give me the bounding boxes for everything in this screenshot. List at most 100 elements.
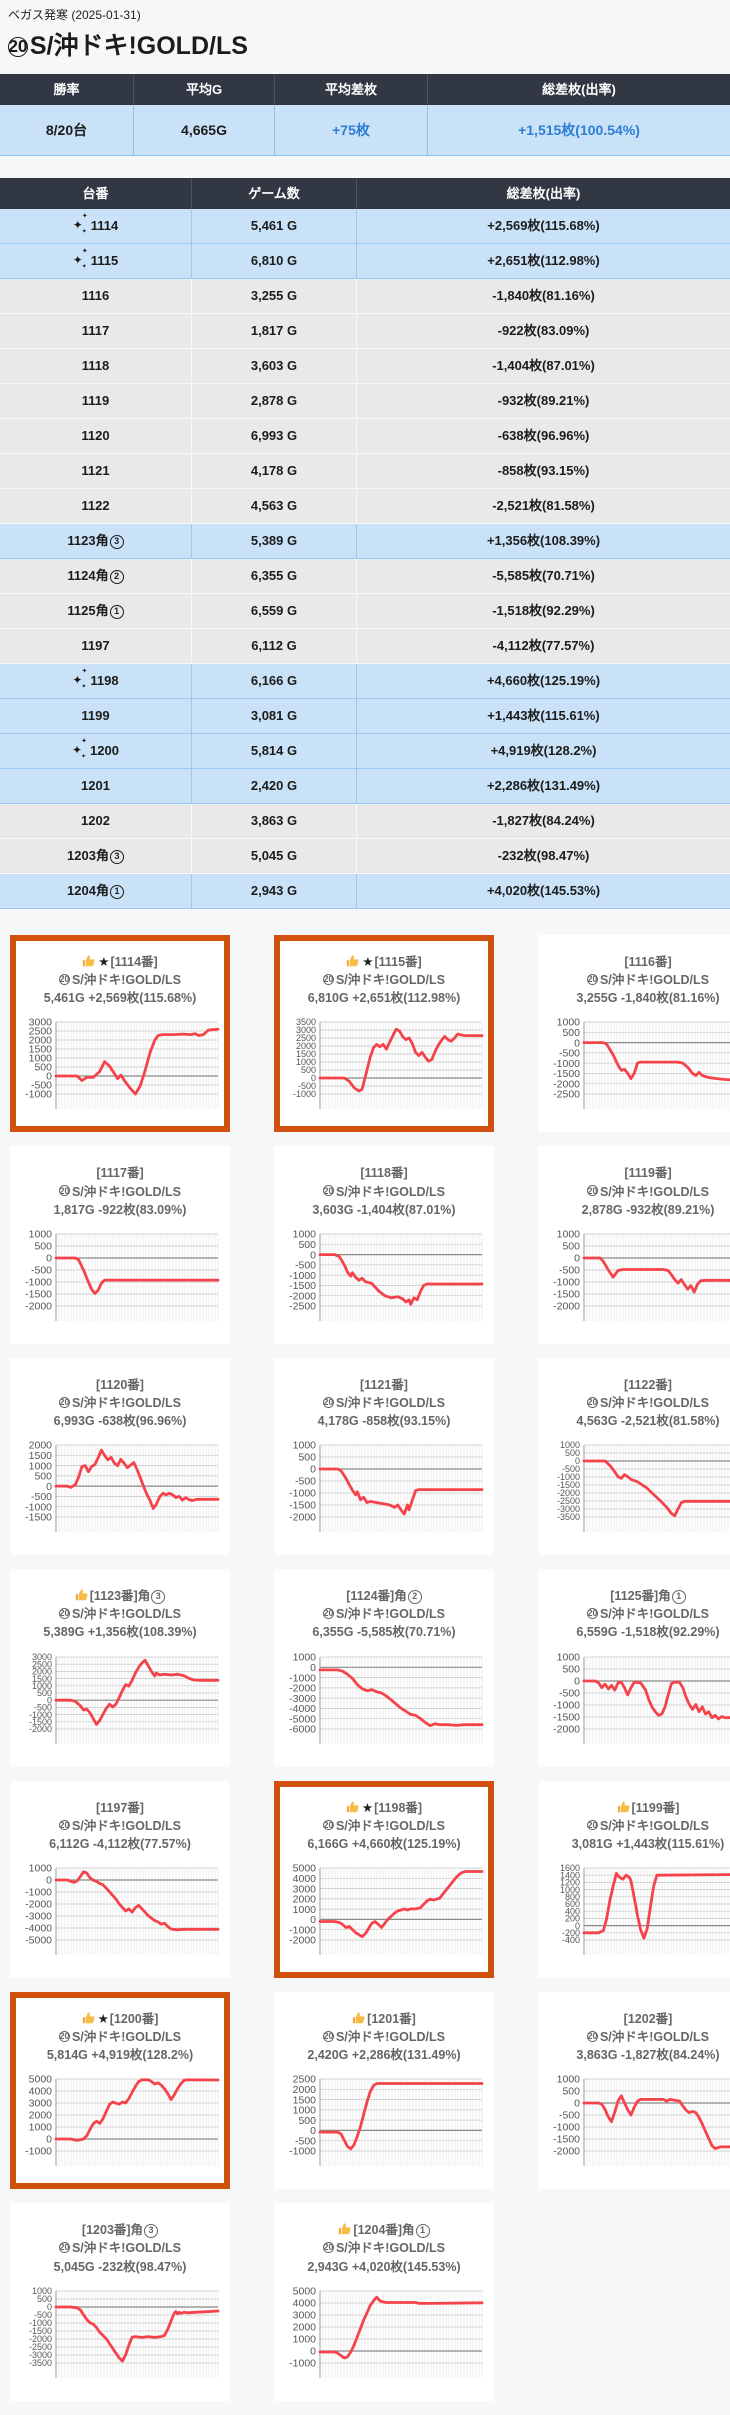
machine-number-cell: ✦ ✦ ✦ 1114 xyxy=(0,209,192,243)
svg-text:1000: 1000 xyxy=(293,1228,317,1240)
machine-chart-card[interactable]: [1116番] 20 S/沖ドキ!GOLD/LS 3,255G -1,840枚(81.… xyxy=(538,935,730,1133)
machine-number-cell: 1116 xyxy=(0,279,192,313)
machine-number-cell: 1203角 3 xyxy=(0,839,192,873)
chart-card-machine-label: [1118番] xyxy=(360,1166,408,1181)
diff-cell: -5,585枚(70.71%) xyxy=(492,568,595,583)
machine-chart-card[interactable]: [1120番] 20 S/沖ドキ!GOLD/LS 6,993G -638枚(96.96… xyxy=(10,1357,230,1556)
svg-text:5000: 5000 xyxy=(293,1863,317,1875)
svg-text:0: 0 xyxy=(310,2125,316,2137)
corner-number-icon: 1 xyxy=(109,604,124,619)
machine-chart-card[interactable]: [1123番]角 3 20 S/沖ドキ!GOLD/LS 5,389G +1,356枚(1… xyxy=(10,1569,230,1767)
machine-chart-card[interactable]: [1119番] 20 S/沖ドキ!GOLD/LS 2,878G -932枚(89.21… xyxy=(538,1146,730,1344)
machine-chart-card[interactable]: [1203番]角 3 20 S/沖ドキ!GOLD/LS 5,045G -232枚(98.… xyxy=(10,2203,230,2401)
machine-chart-card[interactable]: ★[1200番] 20 S/沖ドキ!GOLD/LS 5,814G +4,919枚(12… xyxy=(10,1991,230,2190)
machine-chart-card[interactable]: [1125番]角 1 20 S/沖ドキ!GOLD/LS 6,559G -1,518枚(9… xyxy=(538,1569,730,1767)
machine-slump-graph: 10005000-500-1000-1500-2000-2500-3000-35… xyxy=(29,2286,220,2378)
svg-text:3000: 3000 xyxy=(293,2309,317,2321)
chart-card-machine-label: [1125番]角 1 xyxy=(546,1587,730,1605)
chart-card-machine-label: [1124番]角 2 xyxy=(282,1587,486,1605)
table-row[interactable]: 1117 1,817 G -922枚(83.09%) xyxy=(0,314,730,349)
table-row[interactable]: 1125角 1 6,559 G -1,518枚(92.29%) xyxy=(0,594,730,629)
svg-text:3000: 3000 xyxy=(32,1652,52,1662)
machine-chart-card[interactable]: [1199番] 20 S/沖ドキ!GOLD/LS 3,081G +1,443枚(115… xyxy=(538,1780,730,1978)
star-icon: ★ xyxy=(362,955,374,969)
table-row[interactable]: 1199 3,081 G +1,443枚(115.61%) xyxy=(0,699,730,734)
machine-chart-card[interactable]: [1201番] 20 S/沖ドキ!GOLD/LS 2,420G +2,286枚(131… xyxy=(274,1991,494,2190)
machine-chart-card[interactable]: [1121番] 20 S/沖ドキ!GOLD/LS 4,178G -858枚(93.15… xyxy=(274,1357,494,1556)
machine-chart-card[interactable]: [1117番] 20 S/沖ドキ!GOLD/LS 1,817G -922枚(83.09… xyxy=(10,1146,230,1344)
chart-card-machine-label: [1117番] xyxy=(96,1166,144,1181)
table-row[interactable]: 1203角 3 5,045 G -232枚(98.47%) xyxy=(0,839,730,874)
svg-text:-1000: -1000 xyxy=(25,1089,52,1101)
table-row[interactable]: 1197 6,112 G -4,112枚(77.57%) xyxy=(0,629,730,664)
svg-text:1000: 1000 xyxy=(557,1017,581,1029)
table-row[interactable]: 1118 3,603 G -1,404枚(87.01%) xyxy=(0,349,730,384)
machine-chart-card[interactable]: [1124番]角 2 20 S/沖ドキ!GOLD/LS 6,355G -5,585枚(7… xyxy=(274,1569,494,1767)
svg-text:-4000: -4000 xyxy=(25,1923,52,1935)
svg-text:1000: 1000 xyxy=(29,1228,53,1240)
games-cell: 1,817 G xyxy=(192,314,357,348)
chart-card-model-name: 20 S/沖ドキ!GOLD/LS xyxy=(323,1395,445,1410)
machine-chart-card[interactable]: [1204番]角 1 20 S/沖ドキ!GOLD/LS 2,943G +4,020枚(1… xyxy=(274,2203,494,2401)
svg-text:-2500: -2500 xyxy=(557,1496,580,1506)
svg-text:0: 0 xyxy=(47,1695,52,1705)
machine-chart-card[interactable]: [1202番] 20 S/沖ドキ!GOLD/LS 3,863G -1,827枚(84.… xyxy=(538,1991,730,2190)
table-row[interactable]: 1204角 1 2,943 G +4,020枚(145.53%) xyxy=(0,874,730,909)
svg-text:0: 0 xyxy=(46,1875,52,1887)
table-row[interactable]: ✦ ✦ ✦ 1115 6,810 G +2,651枚(112.98%) xyxy=(0,244,730,279)
summary-header-total-diff: 総差枚(出率) xyxy=(542,82,616,97)
table-row[interactable]: 1201 2,420 G +2,286枚(131.49%) xyxy=(0,769,730,804)
summary-total-diff-value: +1,515枚(100.54%) xyxy=(518,122,640,138)
circled-20-icon: 20 xyxy=(59,1608,70,1620)
svg-text:-500: -500 xyxy=(559,2110,580,2122)
circled-20-icon: 20 xyxy=(8,36,28,57)
svg-text:500: 500 xyxy=(37,2294,52,2304)
svg-text:-1000: -1000 xyxy=(289,1270,316,1282)
table-row[interactable]: 1121 4,178 G -858枚(93.15%) xyxy=(0,454,730,489)
chart-card-stats: 2,878G -932枚(89.21%) xyxy=(581,1202,715,1217)
table-row[interactable]: ✦ ✦ ✦ 1200 5,814 G +4,919枚(128.2%) xyxy=(0,734,730,769)
svg-text:800: 800 xyxy=(565,1892,580,1902)
chart-card-stats: 5,814G +4,919枚(128.2%) xyxy=(46,2048,194,2063)
machine-number-cell: ✦ ✦ ✦ 1198 xyxy=(0,664,192,698)
chart-card-machine-label: [1203番]角 3 xyxy=(18,2221,222,2239)
svg-text:1500: 1500 xyxy=(32,1673,52,1683)
games-cell: 3,603 G xyxy=(192,349,357,383)
table-row[interactable]: 1123角 3 5,389 G +1,356枚(108.39%) xyxy=(0,524,730,559)
corner-number-icon: 3 xyxy=(109,849,124,864)
machine-chart-card[interactable]: ★[1115番] 20 S/沖ドキ!GOLD/LS 6,810G +2,651枚(11… xyxy=(274,935,494,1133)
svg-text:-1000: -1000 xyxy=(29,2318,52,2328)
table-row[interactable]: 1119 2,878 G -932枚(89.21%) xyxy=(0,384,730,419)
table-row[interactable]: 1116 3,255 G -1,840枚(81.16%) xyxy=(0,279,730,314)
machine-number-cell: 1117 xyxy=(0,314,192,348)
machine-chart-card[interactable]: [1122番] 20 S/沖ドキ!GOLD/LS 4,563G -2,521枚(81.… xyxy=(538,1357,730,1556)
table-row[interactable]: 1120 6,993 G -638枚(96.96%) xyxy=(0,419,730,454)
machine-name: S/沖ドキ!GOLD/LS xyxy=(29,32,248,60)
table-row[interactable]: ✦ ✦ ✦ 1114 5,461 G +2,569枚(115.68%) xyxy=(0,209,730,244)
chart-card-machine-label: [1199番] xyxy=(546,1799,730,1817)
machine-chart-card[interactable]: ★[1114番] 20 S/沖ドキ!GOLD/LS 5,461G +2,569枚(11… xyxy=(10,935,230,1133)
machine-header-diff: 総差枚(出率) xyxy=(506,186,581,201)
corner-number-icon: 1 xyxy=(415,2223,430,2238)
diff-cell: -1,518枚(92.29%) xyxy=(492,603,595,618)
summary-table-row: 8/20台 4,665G +75枚 +1,515枚(100.54%) xyxy=(0,105,730,156)
svg-text:600: 600 xyxy=(565,1899,580,1909)
svg-text:1000: 1000 xyxy=(29,1863,53,1875)
table-row[interactable]: ✦ ✦ ✦ 1198 6,166 G +4,660枚(125.19%) xyxy=(0,664,730,699)
svg-text:0: 0 xyxy=(574,1252,580,1264)
svg-text:0: 0 xyxy=(46,1071,52,1083)
table-row[interactable]: 1122 4,563 G -2,521枚(81.58%) xyxy=(0,489,730,524)
svg-text:-2000: -2000 xyxy=(289,1682,316,1694)
svg-text:1500: 1500 xyxy=(29,1450,53,1462)
chart-card-stats: 3,863G -1,827枚(84.24%) xyxy=(576,2048,720,2063)
machine-chart-card[interactable]: [1118番] 20 S/沖ドキ!GOLD/LS 3,603G -1,404枚(87.… xyxy=(274,1146,494,1344)
table-row[interactable]: 1202 3,863 G -1,827枚(84.24%) xyxy=(0,804,730,839)
thumbs-up-icon xyxy=(353,2012,365,2024)
circled-20-icon: 20 xyxy=(323,1819,334,1831)
table-row[interactable]: 1124角 2 6,355 G -5,585枚(70.71%) xyxy=(0,559,730,594)
chart-card-stats: 6,166G +4,660枚(125.19%) xyxy=(307,1836,461,1851)
machine-chart-card[interactable]: ★[1198番] 20 S/沖ドキ!GOLD/LS 6,166G +4,660枚(12… xyxy=(274,1780,494,1978)
chart-card-stats: 1,817G -922枚(83.09%) xyxy=(53,1202,187,1217)
machine-chart-card[interactable]: [1197番] 20 S/沖ドキ!GOLD/LS 6,112G -4,112枚(77.… xyxy=(10,1780,230,1978)
